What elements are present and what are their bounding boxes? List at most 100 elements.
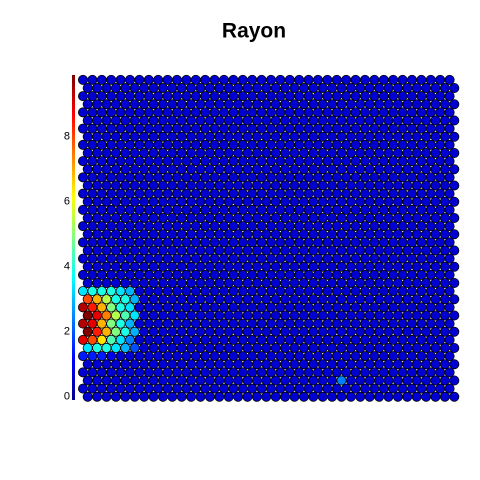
cell <box>416 107 427 118</box>
cell <box>237 253 248 264</box>
cell <box>218 156 229 167</box>
cell <box>134 318 145 329</box>
cell <box>270 115 281 126</box>
cell <box>242 115 253 126</box>
cell <box>383 326 394 337</box>
cell <box>153 91 164 102</box>
cell <box>233 326 244 337</box>
cell <box>110 359 121 370</box>
cell <box>204 359 215 370</box>
cell <box>303 204 314 215</box>
cell <box>96 286 107 297</box>
cell <box>341 188 352 199</box>
cell <box>327 310 338 321</box>
cell <box>439 310 450 321</box>
cell <box>204 375 215 386</box>
cell <box>298 229 309 240</box>
cell <box>364 342 375 353</box>
cell <box>374 391 385 402</box>
cell <box>190 221 201 232</box>
cell <box>265 123 276 134</box>
cell <box>261 277 272 288</box>
cell <box>129 196 140 207</box>
cell <box>223 245 234 256</box>
cell <box>294 269 305 280</box>
cell <box>129 342 140 353</box>
cell <box>106 172 117 183</box>
cell <box>87 237 98 248</box>
cell <box>397 74 408 85</box>
cell <box>402 147 413 158</box>
cell <box>167 277 178 288</box>
cell <box>139 375 150 386</box>
cell <box>171 237 182 248</box>
cell <box>115 383 126 394</box>
cell <box>134 74 145 85</box>
cell <box>237 123 248 134</box>
cell <box>430 294 441 305</box>
cell <box>139 212 150 223</box>
cell <box>350 91 361 102</box>
cell <box>303 302 314 313</box>
cell <box>176 83 187 94</box>
cell <box>176 99 187 110</box>
cell <box>186 212 197 223</box>
cell <box>378 221 389 232</box>
cell <box>294 383 305 394</box>
cell <box>148 164 159 175</box>
cell <box>294 334 305 345</box>
cell <box>190 269 201 280</box>
cell <box>336 212 347 223</box>
cell <box>350 188 361 199</box>
cell <box>148 342 159 353</box>
cell <box>416 302 427 313</box>
cell <box>233 310 244 321</box>
cell <box>181 91 192 102</box>
cell <box>416 123 427 134</box>
cell <box>430 196 441 207</box>
cell <box>186 164 197 175</box>
cell <box>416 172 427 183</box>
cell <box>204 99 215 110</box>
cell <box>270 164 281 175</box>
cell <box>430 391 441 402</box>
cell <box>96 139 107 150</box>
cell <box>186 342 197 353</box>
cell <box>256 286 267 297</box>
cell <box>190 172 201 183</box>
cell <box>284 139 295 150</box>
cell <box>82 326 93 337</box>
cell <box>345 147 356 158</box>
cell <box>402 261 413 272</box>
cell <box>289 115 300 126</box>
cell <box>195 310 206 321</box>
cell <box>289 212 300 223</box>
cell <box>430 164 441 175</box>
cell <box>261 245 272 256</box>
cell <box>359 367 370 378</box>
cell <box>374 277 385 288</box>
cell <box>425 107 436 118</box>
cell <box>275 156 286 167</box>
cell <box>336 147 347 158</box>
cell <box>341 221 352 232</box>
cell <box>233 277 244 288</box>
cell <box>430 99 441 110</box>
cell <box>87 123 98 134</box>
cell <box>359 139 370 150</box>
cell <box>397 383 408 394</box>
y-tick-label: 0 <box>64 391 70 403</box>
cell <box>139 294 150 305</box>
cell <box>406 302 417 313</box>
cell <box>425 139 436 150</box>
cell <box>153 237 164 248</box>
cell <box>78 188 89 199</box>
cell <box>92 245 103 256</box>
cell <box>265 334 276 345</box>
cell <box>125 156 136 167</box>
cell <box>449 277 460 288</box>
cell <box>280 147 291 158</box>
cell <box>143 221 154 232</box>
cell <box>167 115 178 126</box>
cell <box>92 99 103 110</box>
